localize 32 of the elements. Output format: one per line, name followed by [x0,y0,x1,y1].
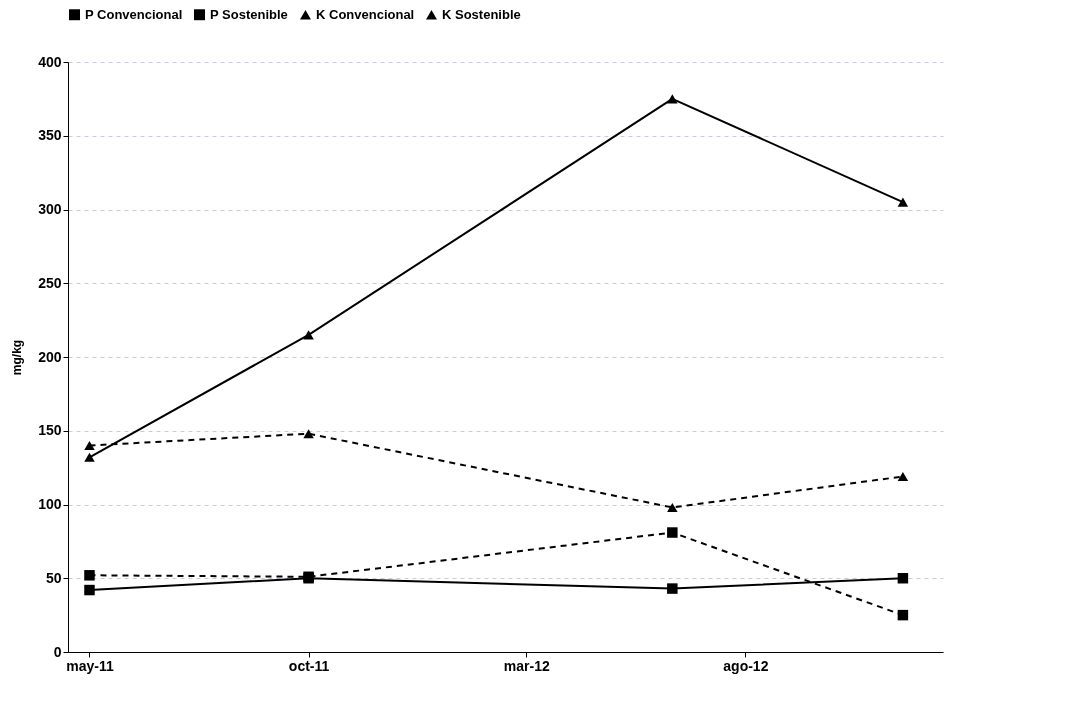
point [667,527,678,538]
point [84,440,95,451]
x-tick-label: may-11 [66,657,114,674]
x-tick-label: mar-12 [503,657,550,674]
point [897,471,909,482]
point [303,330,314,340]
point [84,452,95,462]
legend-label: K Sostenible [442,6,521,22]
y-tick-label: 350 [38,127,62,144]
point [667,583,678,594]
y-axis-title: mg/kg [10,339,25,376]
y-tick-label: 150 [38,422,62,439]
y-tick-label: 0 [53,643,62,660]
legend-label: K Convencional [316,6,415,22]
y-tick-label: 200 [38,348,62,365]
y-tick-label: 50 [45,569,62,586]
point [897,197,909,207]
point [84,570,95,581]
x-tick-label: oct-11 [288,657,330,674]
y-tick-label: 300 [38,201,62,217]
y-tick-label: 250 [38,274,62,291]
point [897,609,909,621]
x-tick-label: ago-12 [723,657,769,674]
legend-label: P Sostenible [210,6,288,22]
point [667,502,678,512]
y-tick-label: 100 [38,496,62,512]
legend-label: P Convencional [85,6,183,22]
point [84,584,95,596]
y-tick-label: 400 [38,53,62,70]
point [303,429,314,439]
point [667,94,678,104]
point [897,573,909,584]
